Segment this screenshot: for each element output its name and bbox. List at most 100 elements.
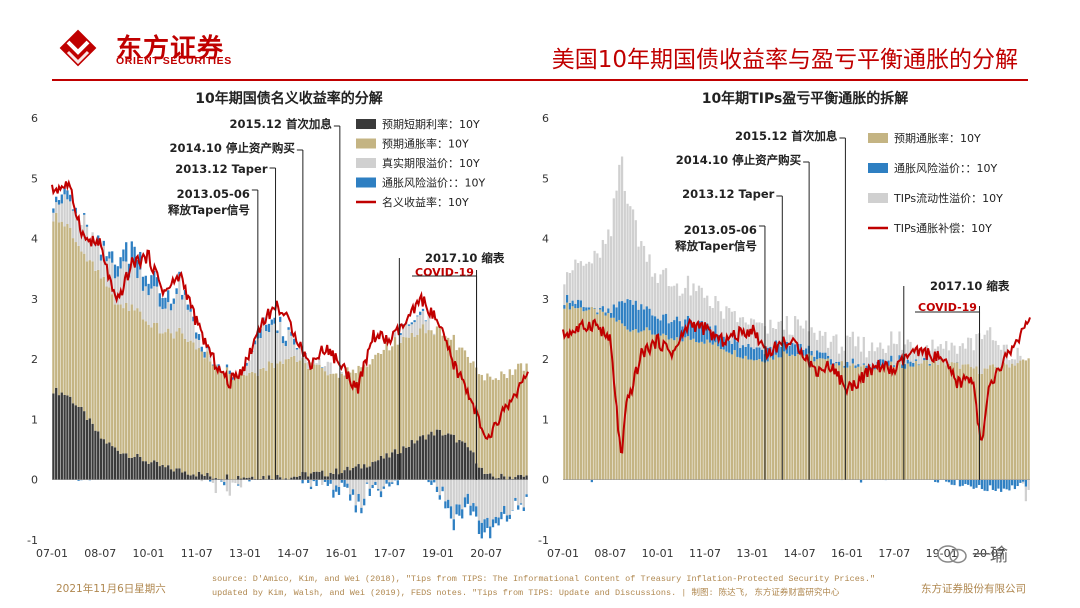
stack-bar-2 (225, 479, 229, 492)
stack-bar-1 (489, 376, 492, 474)
stack-bar-0 (357, 464, 360, 480)
title-divider (52, 79, 1028, 81)
stack-bar-0 (587, 309, 591, 480)
stack-bar-0 (700, 341, 703, 480)
stack-bar-1 (195, 349, 198, 477)
legend-label: 通胀风险溢价：：10Y (382, 176, 485, 190)
stack-bar-1 (349, 372, 352, 471)
stack-bar-0 (441, 435, 444, 480)
stack-bar-0 (989, 365, 992, 480)
stack-bar-2 (634, 220, 637, 301)
stack-bar-0 (785, 353, 789, 480)
stack-bar-0 (736, 356, 739, 480)
stack-bar-1 (950, 479, 953, 485)
stack-bar-1 (601, 306, 604, 312)
stack-bar-1 (433, 335, 436, 436)
stack-bar-0 (332, 473, 335, 480)
stack-bar-2 (343, 374, 346, 376)
stack-bar-1 (585, 307, 588, 311)
stack-bar-3 (155, 277, 159, 287)
stack-bar-2 (421, 310, 425, 325)
x-tick-label: 08-07 (594, 547, 626, 560)
annotation-label: 释放Taper信号 (675, 239, 757, 253)
stack-bar-0 (843, 367, 846, 480)
stack-bar-1 (568, 302, 571, 310)
stack-bar-0 (133, 457, 136, 480)
stack-bar-2 (898, 331, 901, 356)
stack-bar-1 (354, 373, 357, 467)
stack-bar-1 (52, 221, 55, 394)
stack-bar-0 (382, 458, 385, 480)
stack-bar-2 (571, 270, 574, 301)
stack-bar-2 (906, 339, 909, 360)
stack-bar-0 (903, 368, 907, 480)
stack-bar-1 (323, 371, 327, 477)
stack-bar-2 (267, 332, 271, 362)
stack-bar-1 (469, 362, 472, 451)
stack-bar-0 (388, 457, 391, 480)
stack-bar-1 (57, 222, 61, 396)
stack-bar-2 (700, 287, 703, 321)
stack-bar-2 (399, 335, 402, 343)
stack-bar-1 (1002, 479, 1006, 489)
stack-bar-2 (214, 479, 217, 494)
stack-bar-2 (326, 361, 329, 376)
stack-bar-0 (206, 472, 209, 480)
stack-bar-3 (410, 322, 413, 325)
stack-bar-0 (681, 341, 684, 480)
stack-bar-0 (503, 476, 506, 480)
stack-bar-0 (374, 461, 377, 480)
stack-bar-2 (455, 479, 458, 505)
stack-bar-3 (393, 479, 397, 481)
stack-bar-3 (388, 482, 391, 487)
stack-bar-1 (879, 359, 882, 366)
stack-bar-1 (69, 227, 72, 397)
stack-bar-1 (565, 294, 569, 303)
x-tick-label: 13-01 (736, 547, 768, 560)
stack-bar-1 (105, 286, 108, 444)
stack-bar-0 (956, 362, 959, 480)
stack-bar-1 (435, 326, 439, 430)
stack-bar-1 (452, 334, 455, 435)
stack-bar-1 (253, 373, 257, 480)
stack-bar-2 (206, 348, 209, 352)
stack-bar-1 (276, 363, 279, 476)
stack-bar-0 (975, 366, 978, 480)
stack-bar-2 (923, 349, 926, 359)
orient-logo-icon (59, 29, 97, 67)
stack-bar-3 (433, 479, 436, 483)
stack-bar-1 (708, 326, 712, 343)
stack-bar-1 (741, 345, 745, 359)
stack-bar-2 (111, 262, 114, 295)
stack-bar-2 (736, 322, 739, 342)
stack-bar-0 (141, 461, 145, 480)
stack-bar-0 (416, 440, 419, 480)
stack-bar-1 (458, 347, 461, 440)
stack-bar-2 (697, 285, 701, 322)
stack-bar-0 (396, 453, 399, 480)
stack-bar-2 (618, 164, 621, 302)
stack-bar-2 (887, 345, 890, 361)
stack-bar-1 (986, 479, 989, 492)
stack-bar-1 (407, 337, 411, 447)
stack-bar-2 (956, 353, 959, 363)
stack-bar-3 (391, 482, 394, 484)
stack-bar-2 (363, 479, 366, 499)
stack-bar-1 (421, 324, 425, 436)
stack-bar-3 (430, 480, 433, 485)
wechat-watermark-icon (937, 545, 967, 564)
stack-bar-2 (673, 285, 676, 321)
stack-bar-3 (452, 519, 455, 531)
stack-bar-0 (618, 319, 621, 480)
stack-bar-0 (876, 365, 879, 480)
stack-bar-1 (211, 365, 215, 479)
stack-bar-2 (637, 246, 640, 310)
stack-bar-2 (590, 263, 593, 307)
stack-bar-3 (60, 194, 63, 204)
stack-bar-1 (424, 333, 427, 440)
stack-bar-0 (477, 467, 481, 480)
stack-bar-1 (890, 355, 893, 362)
stack-bar-1 (91, 261, 94, 424)
stack-bar-2 (368, 479, 371, 489)
stack-bar-0 (813, 361, 816, 480)
